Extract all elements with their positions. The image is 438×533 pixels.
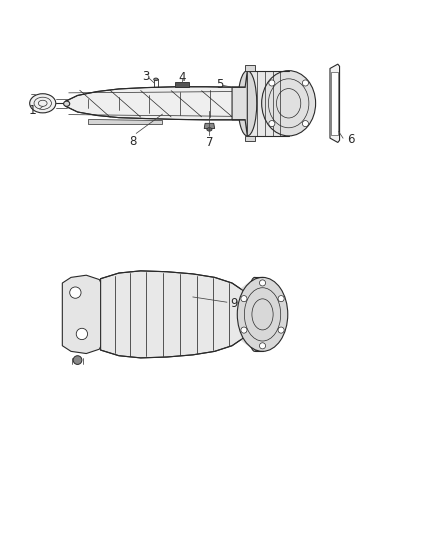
- Ellipse shape: [238, 71, 257, 136]
- Polygon shape: [245, 71, 293, 136]
- Text: 4: 4: [178, 71, 186, 84]
- Text: 9: 9: [230, 296, 237, 310]
- Polygon shape: [245, 136, 254, 141]
- Ellipse shape: [261, 71, 316, 136]
- Ellipse shape: [269, 120, 275, 127]
- Ellipse shape: [70, 287, 81, 298]
- Ellipse shape: [302, 120, 308, 127]
- Polygon shape: [241, 277, 255, 351]
- Polygon shape: [245, 66, 254, 71]
- Ellipse shape: [278, 327, 284, 333]
- Polygon shape: [62, 275, 104, 353]
- Text: 1: 1: [29, 104, 36, 117]
- Ellipse shape: [241, 296, 247, 302]
- Ellipse shape: [207, 128, 212, 131]
- Polygon shape: [331, 72, 338, 135]
- Text: 5: 5: [217, 78, 224, 91]
- Ellipse shape: [247, 277, 262, 351]
- Ellipse shape: [278, 296, 284, 302]
- Ellipse shape: [259, 280, 265, 286]
- Polygon shape: [66, 87, 245, 120]
- Ellipse shape: [73, 356, 82, 365]
- Ellipse shape: [76, 328, 88, 340]
- Ellipse shape: [30, 94, 56, 113]
- Polygon shape: [88, 119, 162, 124]
- Ellipse shape: [302, 80, 308, 86]
- Polygon shape: [101, 271, 243, 358]
- Text: 7: 7: [206, 136, 213, 149]
- Polygon shape: [330, 64, 339, 142]
- Ellipse shape: [64, 101, 70, 107]
- Text: 8: 8: [129, 135, 137, 148]
- Text: 6: 6: [347, 133, 355, 146]
- Ellipse shape: [154, 78, 158, 80]
- Ellipse shape: [269, 80, 275, 86]
- Text: 3: 3: [142, 70, 149, 83]
- Polygon shape: [204, 123, 215, 128]
- Polygon shape: [176, 82, 188, 87]
- Ellipse shape: [237, 277, 288, 351]
- Ellipse shape: [241, 327, 247, 333]
- Polygon shape: [232, 71, 247, 136]
- Ellipse shape: [259, 343, 265, 349]
